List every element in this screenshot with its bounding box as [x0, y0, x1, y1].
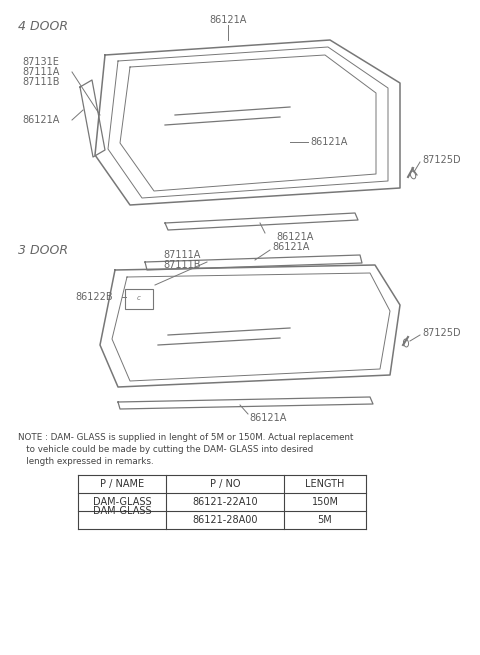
- Text: 86121A: 86121A: [272, 242, 310, 252]
- Text: 150M: 150M: [312, 497, 338, 507]
- Text: 87111A: 87111A: [163, 250, 200, 260]
- Text: P / NAME: P / NAME: [100, 479, 144, 489]
- Text: to vehicle could be made by cutting the DAM- GLASS into desired: to vehicle could be made by cutting the …: [18, 445, 313, 454]
- Text: 87111A: 87111A: [22, 67, 60, 77]
- Text: NOTE : DAM- GLASS is supplied in lenght of 5M or 150M. Actual replacement: NOTE : DAM- GLASS is supplied in lenght …: [18, 433, 353, 442]
- Text: P / NO: P / NO: [210, 479, 240, 489]
- Text: 87111B: 87111B: [22, 77, 60, 87]
- Text: length expressed in remarks.: length expressed in remarks.: [18, 457, 154, 466]
- Text: 5M: 5M: [318, 515, 332, 525]
- Text: 87131E: 87131E: [22, 57, 59, 67]
- Bar: [125, 289, 153, 309]
- Text: 86121-28A00: 86121-28A00: [192, 515, 258, 525]
- Text: 86122B: 86122B: [75, 292, 113, 302]
- Text: 3 DOOR: 3 DOOR: [18, 244, 68, 257]
- Text: DAM-GLASS: DAM-GLASS: [93, 497, 151, 507]
- Text: 86121-22A10: 86121-22A10: [192, 497, 258, 507]
- Ellipse shape: [410, 171, 416, 179]
- Text: 86121A: 86121A: [249, 413, 287, 423]
- Text: 86121A: 86121A: [22, 115, 60, 125]
- Text: DAM-GLASS: DAM-GLASS: [93, 506, 151, 516]
- Ellipse shape: [404, 339, 408, 347]
- Text: 87125D: 87125D: [422, 328, 461, 338]
- Text: LENGTH: LENGTH: [305, 479, 345, 489]
- Text: c: c: [137, 295, 141, 301]
- Text: 86121A: 86121A: [276, 232, 314, 242]
- Text: 86121A: 86121A: [209, 15, 247, 25]
- Text: 86121A: 86121A: [310, 137, 348, 147]
- Text: 4 DOOR: 4 DOOR: [18, 20, 68, 33]
- Text: 87111B: 87111B: [163, 260, 201, 270]
- Text: 87125D: 87125D: [422, 155, 461, 165]
